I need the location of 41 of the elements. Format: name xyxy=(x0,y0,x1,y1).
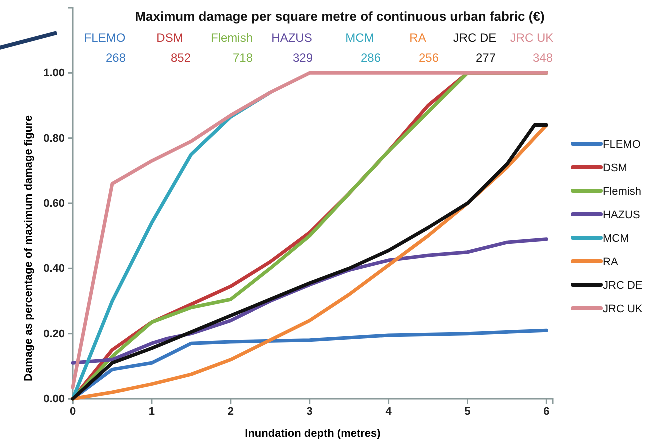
text: MCM xyxy=(346,31,374,45)
x-tick-label: 0 xyxy=(70,406,76,418)
y-tick-label: 0.20 xyxy=(44,328,65,340)
y-tick-label: 1.00 xyxy=(44,68,65,80)
y-tick-label: 0.60 xyxy=(44,198,65,210)
text: JRC DE xyxy=(453,31,497,45)
line-series xyxy=(71,124,548,401)
legend-label: RA xyxy=(603,256,619,268)
legend-label: Flemish xyxy=(603,186,642,198)
text: Flemish xyxy=(210,31,254,45)
annotation: 286 xyxy=(360,51,382,65)
annotation: 256 xyxy=(418,51,440,65)
text: FLEMO xyxy=(84,31,126,45)
annotation: 268 xyxy=(106,51,126,65)
x-axis-title: Inundation depth (metres) xyxy=(245,428,382,440)
y-tick-label: 0.00 xyxy=(44,394,65,406)
chart-title: Maximum damage per square metre of continuous urban fabric (€) xyxy=(135,9,545,24)
x-tick-label: 2 xyxy=(228,406,234,418)
annotation: 718 xyxy=(232,51,254,65)
annotation: 348 xyxy=(532,51,554,65)
x-tick-label: 3 xyxy=(306,406,313,418)
text: DSM xyxy=(156,31,184,45)
legend-label: FLEMO xyxy=(603,139,642,151)
x-tick-label: 4 xyxy=(386,406,393,418)
y-axis-title: Damage as percentage of maximum damage figure xyxy=(23,116,35,382)
legend-label: JRC UK xyxy=(603,304,644,316)
text: JRC UK xyxy=(510,31,554,45)
legend-label: JRC DE xyxy=(603,280,643,292)
annotation: 852 xyxy=(170,51,192,65)
text: HAZUS xyxy=(272,31,312,45)
legend-label: MCM xyxy=(603,233,630,245)
x-tick-label: 6 xyxy=(544,406,550,418)
annotation: 277 xyxy=(476,51,496,65)
legend-label: DSM xyxy=(603,162,628,174)
y-tick-label: 0.80 xyxy=(44,132,65,145)
x-tick-label: 5 xyxy=(464,406,471,418)
x-tick-label: 1 xyxy=(148,406,156,418)
legend-label: HAZUS xyxy=(603,210,640,222)
annotation: 329 xyxy=(292,51,314,65)
y-tick-label: 0.40 xyxy=(44,263,65,276)
text: RA xyxy=(410,31,426,45)
